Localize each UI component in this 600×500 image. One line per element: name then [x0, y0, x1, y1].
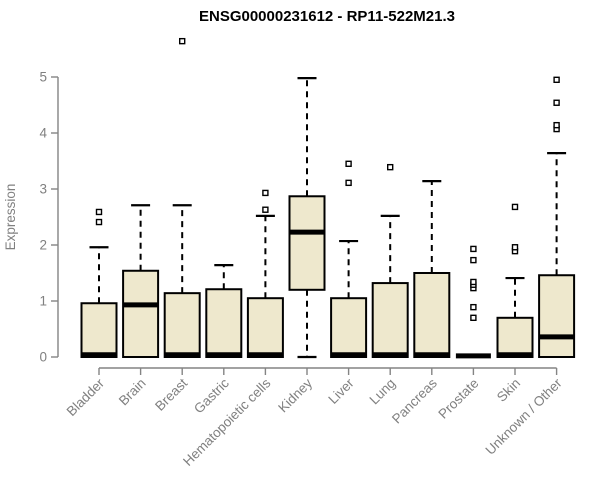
x-category-label: Pancreas: [389, 375, 440, 426]
outlier-point: [553, 76, 560, 84]
outlier-point: [553, 99, 560, 106]
box: [496, 316, 534, 358]
outlier-point: [511, 244, 519, 251]
box: [413, 272, 451, 358]
boxplot-unknown-other: [538, 76, 576, 358]
boxplot-bladder: [80, 208, 118, 358]
boxplot-lung: [371, 163, 409, 358]
y-tick-label: 3: [39, 182, 47, 197]
box: [205, 288, 243, 358]
y-tick-label: 4: [39, 126, 47, 141]
box: [122, 269, 160, 359]
x-category-label: Lung: [366, 376, 398, 408]
box: [330, 297, 368, 359]
outlier-point: [387, 163, 394, 171]
x-category-label: Skin: [494, 376, 523, 405]
boxplot-brain: [122, 204, 160, 359]
outlier-point: [470, 256, 477, 264]
outlier-point: [470, 303, 477, 311]
outlier-point: [262, 206, 269, 213]
boxplot-liver: [330, 160, 368, 359]
chart-title: ENSG00000231612 - RP11-522M21.3: [199, 8, 455, 25]
boxplot-skin: [496, 203, 534, 358]
outlier-point: [345, 160, 352, 168]
boxplot-pancreas: [413, 180, 451, 358]
boxplot-gastric: [205, 264, 243, 358]
outlier-point: [470, 278, 477, 286]
outlier-point: [553, 121, 560, 129]
x-category-label: Bladder: [64, 375, 108, 419]
x-category-label: Kidney: [275, 375, 315, 415]
y-tick-label: 2: [39, 238, 47, 253]
outlier-point: [95, 208, 103, 216]
x-category-label: Gastric: [191, 375, 232, 416]
box: [371, 282, 409, 358]
y-tick-label: 1: [39, 294, 47, 309]
boxplot-kidney: [288, 77, 326, 359]
y-axis-title: Expression: [3, 184, 18, 251]
x-category-label: Liver: [325, 375, 357, 407]
outlier-point: [95, 218, 103, 226]
y-tick-label: 5: [39, 70, 47, 85]
box: [163, 292, 201, 359]
x-category-label: Breast: [152, 375, 190, 413]
boxplot-hematopoietic-cells: [246, 189, 284, 359]
x-category-label: Brain: [116, 376, 149, 409]
y-tick-label: 0: [39, 350, 47, 365]
outlier-point: [511, 203, 519, 211]
y-axis: 0 1 2 3 4 5: [39, 70, 59, 365]
outlier-point: [178, 37, 186, 45]
boxplot-prostate: [455, 245, 491, 359]
box: [80, 302, 118, 358]
box: [538, 274, 576, 358]
outlier-point: [345, 179, 352, 187]
x-category-label: Unknown / Other: [482, 375, 565, 458]
outlier-point: [262, 189, 269, 197]
outlier-point: [470, 245, 477, 253]
boxplot-series: [80, 37, 576, 359]
outlier-point: [470, 314, 477, 321]
x-category-label: Prostate: [435, 376, 481, 422]
box: [288, 195, 326, 291]
boxplot-breast: [163, 37, 201, 359]
box: [246, 297, 284, 359]
